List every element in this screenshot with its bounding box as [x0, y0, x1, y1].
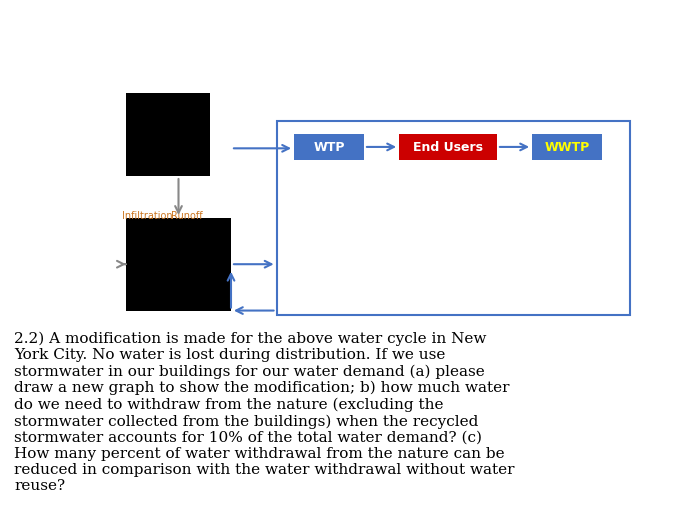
FancyBboxPatch shape [126, 93, 210, 176]
FancyBboxPatch shape [126, 218, 231, 310]
Text: 2.2) A modification is made for the above water cycle in New
York City. No water: 2.2) A modification is made for the abov… [14, 331, 514, 494]
FancyBboxPatch shape [532, 134, 602, 160]
Text: End Users: End Users [413, 141, 483, 154]
Text: Runoff: Runoff [172, 210, 203, 221]
Bar [276, 121, 630, 315]
FancyBboxPatch shape [294, 134, 364, 160]
Text: WTP: WTP [314, 141, 344, 154]
Text: Infiltration: Infiltration [122, 210, 173, 221]
Text: WWTP: WWTP [545, 141, 589, 154]
FancyBboxPatch shape [399, 134, 497, 160]
